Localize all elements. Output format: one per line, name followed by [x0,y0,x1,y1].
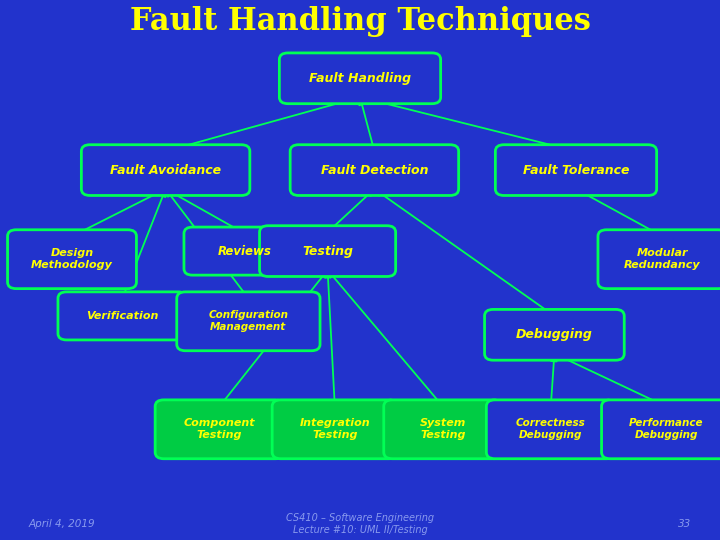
Text: CS410 – Software Engineering
Lecture #10: UML II/Testing: CS410 – Software Engineering Lecture #10… [286,512,434,535]
FancyBboxPatch shape [602,400,720,459]
Text: Performance
Debugging: Performance Debugging [629,418,703,440]
FancyBboxPatch shape [176,292,320,351]
FancyBboxPatch shape [487,400,615,459]
Text: Design
Methodology: Design Methodology [31,248,113,270]
Text: Fault Avoidance: Fault Avoidance [110,164,221,177]
FancyBboxPatch shape [8,230,137,288]
FancyBboxPatch shape [598,230,720,288]
Text: Debugging: Debugging [516,328,593,341]
FancyBboxPatch shape [495,145,657,195]
FancyBboxPatch shape [485,309,624,360]
Text: Configuration
Management: Configuration Management [208,310,289,332]
Text: 33: 33 [678,519,691,529]
Text: Fault Detection: Fault Detection [320,164,428,177]
FancyBboxPatch shape [279,53,441,104]
FancyBboxPatch shape [155,400,284,459]
Text: Verification: Verification [86,311,158,321]
Text: Reviews: Reviews [218,245,271,258]
Text: Fault Handling Techniques: Fault Handling Techniques [130,6,590,37]
Text: Integration
Testing: Integration Testing [300,418,370,440]
Text: Fault Handling: Fault Handling [309,72,411,85]
Text: Fault Tolerance: Fault Tolerance [523,164,629,177]
Text: April 4, 2019: April 4, 2019 [29,519,96,529]
Text: Correctness
Debugging: Correctness Debugging [516,418,585,440]
FancyBboxPatch shape [81,145,250,195]
Text: Component
Testing: Component Testing [184,418,256,440]
FancyBboxPatch shape [384,400,502,459]
FancyBboxPatch shape [260,226,396,276]
Text: Modular
Redundancy: Modular Redundancy [624,248,701,270]
Text: System
Testing: System Testing [420,418,466,440]
FancyBboxPatch shape [184,227,305,275]
FancyBboxPatch shape [58,292,187,340]
FancyBboxPatch shape [290,145,459,195]
FancyBboxPatch shape [272,400,397,459]
Text: Testing: Testing [302,245,353,258]
